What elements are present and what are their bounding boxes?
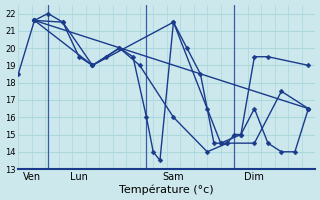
X-axis label: Température (°c): Température (°c)	[119, 185, 214, 195]
